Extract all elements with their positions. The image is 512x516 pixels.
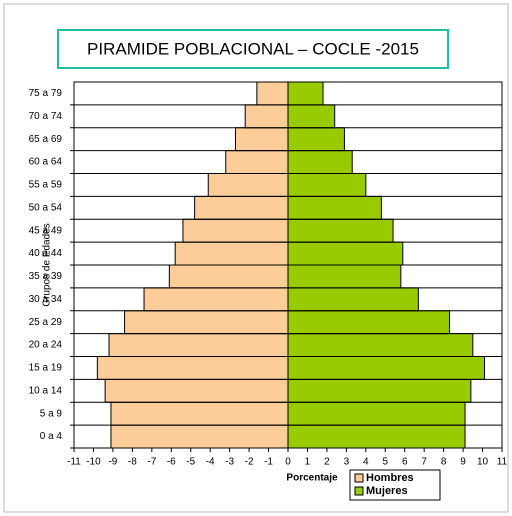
y-tick-label: 30 a 34 bbox=[29, 294, 63, 305]
bar bbox=[225, 150, 289, 174]
x-tick-label: 5 bbox=[382, 457, 388, 468]
x-tick-label: -4 bbox=[206, 457, 215, 468]
x-tick-label: -3 bbox=[225, 457, 234, 468]
x-tick-label: -9 bbox=[108, 457, 117, 468]
x-tick-label: -1 bbox=[264, 457, 273, 468]
bar bbox=[194, 195, 289, 220]
x-tick-label: 2 bbox=[324, 457, 330, 468]
x-tick-label: 6 bbox=[402, 457, 408, 468]
bar bbox=[124, 310, 289, 335]
bar bbox=[287, 401, 466, 426]
bar bbox=[108, 333, 289, 357]
x-tick-label: 10 bbox=[477, 457, 489, 468]
legend-label: Hombres bbox=[366, 472, 414, 484]
y-tick-label: 35 a 39 bbox=[29, 271, 63, 282]
bar bbox=[287, 81, 324, 106]
bar bbox=[287, 264, 402, 289]
chart-title: PIRAMIDE POBLACIONAL – COCLE -2015 bbox=[87, 39, 419, 58]
x-tick-label: -5 bbox=[186, 457, 195, 468]
bar bbox=[287, 378, 472, 403]
y-tick-label: 25 a 29 bbox=[29, 317, 63, 328]
x-tick-label: 11 bbox=[497, 457, 508, 468]
bar bbox=[287, 424, 466, 449]
bar bbox=[287, 127, 345, 152]
y-tick-label: 70 a 74 bbox=[29, 111, 63, 122]
bar bbox=[143, 287, 289, 312]
bar bbox=[234, 127, 289, 152]
legend-label: Mujeres bbox=[366, 485, 408, 497]
title-box bbox=[57, 29, 449, 69]
x-axis-label: Porcentaje bbox=[286, 473, 338, 484]
y-tick-label: 60 a 64 bbox=[29, 157, 63, 168]
bar bbox=[287, 104, 336, 129]
bar bbox=[287, 287, 419, 312]
bar bbox=[287, 173, 367, 197]
bar bbox=[110, 401, 289, 426]
bar bbox=[174, 241, 289, 266]
x-tick-label: -2 bbox=[245, 457, 254, 468]
y-tick-label: 0 a 4 bbox=[40, 431, 63, 442]
y-tick-label: 15 a 19 bbox=[29, 363, 63, 374]
x-tick-label: 9 bbox=[460, 457, 466, 468]
x-tick-label: -6 bbox=[167, 457, 176, 468]
x-tick-label: 4 bbox=[363, 457, 369, 468]
y-tick-label: 50 a 54 bbox=[29, 202, 63, 213]
y-axis-label: Grupos de Edades bbox=[42, 223, 53, 306]
bar bbox=[287, 150, 353, 174]
y-tick-label: 65 a 69 bbox=[29, 134, 63, 145]
bar bbox=[104, 378, 289, 403]
bar bbox=[168, 264, 289, 289]
bar bbox=[182, 218, 289, 243]
y-tick-label: 40 a 44 bbox=[29, 248, 63, 259]
bar bbox=[244, 104, 289, 129]
y-tick-label: 45 a 49 bbox=[29, 225, 63, 236]
x-tick-label: -8 bbox=[128, 457, 137, 468]
y-tick-label: 75 a 79 bbox=[29, 88, 63, 99]
legend-swatch bbox=[354, 473, 364, 483]
x-tick-label: -7 bbox=[147, 457, 156, 468]
bar bbox=[287, 241, 404, 266]
x-tick-label: 0 bbox=[285, 457, 291, 468]
x-tick-label: -10 bbox=[86, 457, 101, 468]
x-tick-label: 8 bbox=[441, 457, 447, 468]
y-tick-label: 10 a 14 bbox=[29, 385, 63, 396]
bar bbox=[207, 173, 289, 197]
bar bbox=[287, 333, 474, 357]
bar bbox=[287, 310, 450, 335]
y-tick-label: 20 a 24 bbox=[29, 340, 63, 351]
bar bbox=[256, 81, 289, 106]
bar bbox=[287, 195, 382, 220]
bar bbox=[287, 356, 485, 380]
y-tick-label: 55 a 59 bbox=[29, 180, 63, 191]
y-tick-label: 5 a 9 bbox=[40, 408, 63, 419]
bar bbox=[287, 218, 394, 243]
x-tick-label: 7 bbox=[421, 457, 427, 468]
x-tick-label: 3 bbox=[344, 457, 350, 468]
bar bbox=[110, 424, 289, 449]
x-tick-label: 1 bbox=[305, 457, 311, 468]
x-tick-label: -11 bbox=[67, 457, 81, 468]
bar bbox=[96, 356, 289, 380]
legend-swatch bbox=[354, 486, 364, 496]
legend-box bbox=[349, 469, 441, 501]
